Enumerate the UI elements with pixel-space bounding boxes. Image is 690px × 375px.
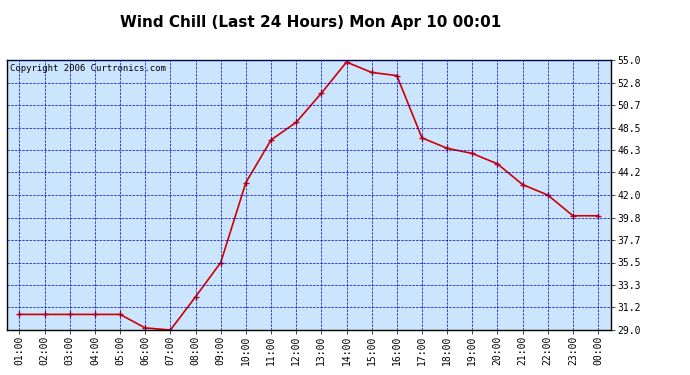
Text: Copyright 2006 Curtronics.com: Copyright 2006 Curtronics.com [10,64,166,73]
Text: Wind Chill (Last 24 Hours) Mon Apr 10 00:01: Wind Chill (Last 24 Hours) Mon Apr 10 00… [120,15,501,30]
